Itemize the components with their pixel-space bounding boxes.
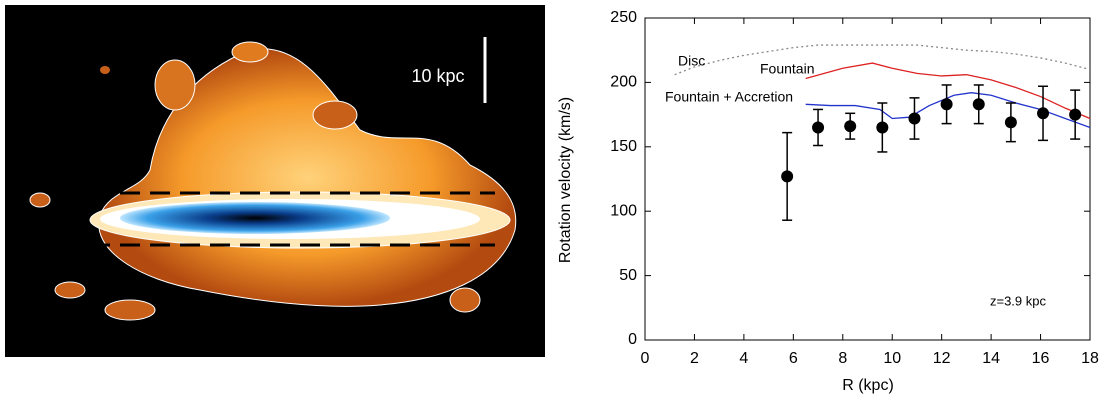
- x-tick-label: 6: [789, 350, 798, 367]
- x-tick-label: 0: [641, 350, 650, 367]
- y-tick-label: 50: [619, 267, 637, 284]
- y-tick-label: 0: [628, 331, 637, 348]
- x-tick-label: 10: [883, 350, 901, 367]
- x-tick-label: 4: [739, 350, 748, 367]
- x-tick-label: 8: [838, 350, 847, 367]
- x-axis-label: R (kpc): [842, 377, 894, 394]
- y-axis-label: Rotation velocity (km/s): [557, 97, 574, 263]
- y-tick-label: 200: [610, 74, 637, 91]
- x-tick-label: 2: [690, 350, 699, 367]
- series-label: Disc: [678, 53, 705, 69]
- x-tick-label: 14: [982, 350, 1000, 367]
- scale-label: 10 kpc: [411, 66, 464, 86]
- data-point: [908, 112, 921, 125]
- data-point: [972, 98, 985, 111]
- data-point: [812, 121, 825, 134]
- x-tick-label: 16: [1032, 350, 1050, 367]
- series-line: [805, 92, 1091, 129]
- data-point: [1037, 107, 1050, 120]
- x-tick-label: 18: [1081, 350, 1099, 367]
- y-tick-label: 250: [610, 9, 637, 26]
- x-tick-label: 12: [933, 350, 951, 367]
- series-line: [674, 44, 1091, 76]
- data-point: [844, 120, 857, 133]
- data-point: [1004, 116, 1017, 129]
- data-point: [876, 121, 889, 134]
- galaxy-image: 10 kpc: [5, 5, 545, 357]
- data-point: [1069, 108, 1082, 121]
- y-tick-label: 100: [610, 202, 637, 219]
- data-point: [781, 170, 794, 183]
- annotation: z=3.9 kpc: [990, 293, 1047, 308]
- series-label: Fountain: [760, 61, 814, 77]
- series-label: Fountain + Accretion: [665, 89, 793, 105]
- chart: R (kpc) Rotation velocity (km/s) z=3.9 k…: [557, 9, 1099, 394]
- y-tick-label: 150: [610, 138, 637, 155]
- series-line: [805, 62, 1091, 120]
- data-point: [940, 98, 953, 111]
